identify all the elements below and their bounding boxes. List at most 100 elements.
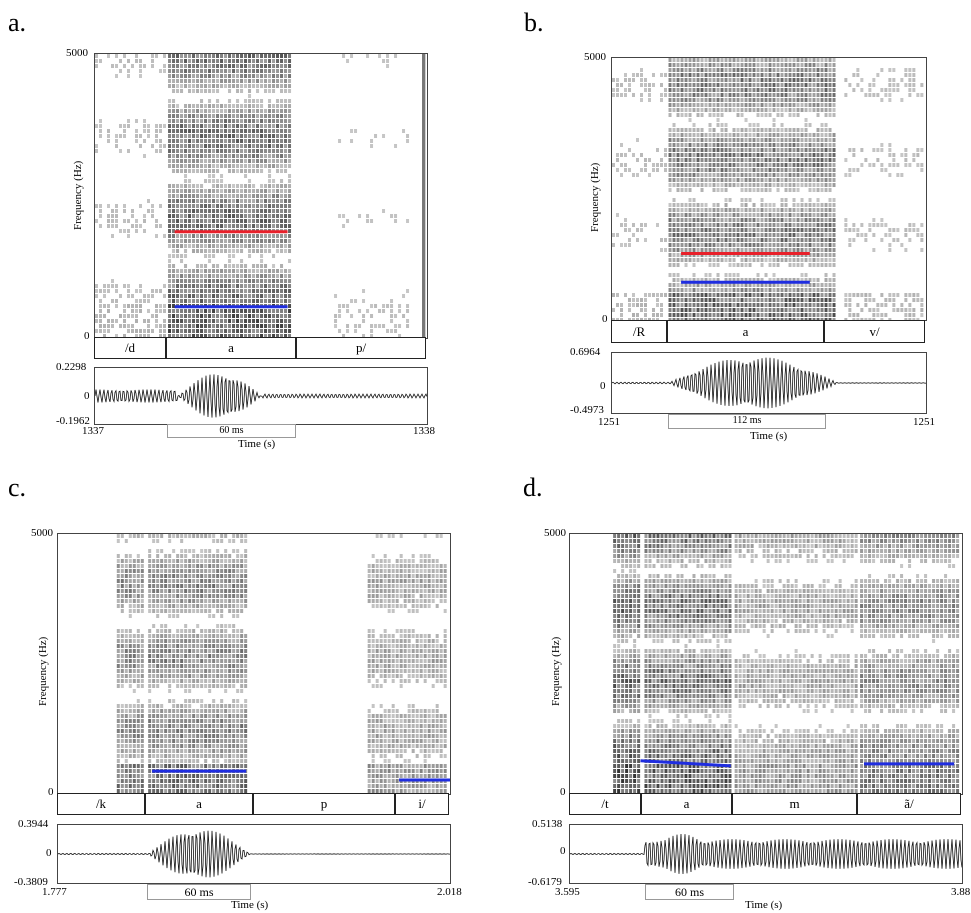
spectrogram-cell: [660, 293, 663, 297]
spectrogram-cell: [760, 248, 764, 252]
spectrogram-cell: [200, 54, 204, 58]
spectrogram-cell: [788, 108, 792, 112]
spectrogram-cell: [800, 153, 804, 157]
spectrogram-cell: [398, 324, 402, 328]
spectrogram-cell: [676, 128, 680, 132]
spectrogram-cell: [180, 149, 184, 153]
spectrogram-cell: [172, 604, 176, 608]
spectrogram-cell: [212, 104, 216, 108]
spectrogram-cell: [152, 719, 156, 723]
spectrogram-cell: [140, 769, 144, 773]
spectrogram-cell: [176, 169, 180, 173]
spectrogram-cell: [684, 58, 688, 62]
spectrogram-cell: [812, 138, 816, 142]
spectrogram-cell: [248, 179, 252, 183]
spectrogram-cell: [288, 244, 292, 248]
spectrogram-cell: [636, 238, 639, 242]
spectrogram-cell: [700, 58, 704, 62]
spectrogram-cell: [792, 308, 796, 312]
spectrogram-cell: [824, 228, 828, 232]
spectrogram-cell: [784, 58, 788, 62]
spectrogram-cell: [272, 69, 276, 73]
spectrogram-cell: [804, 148, 808, 152]
spectrogram-cell: [164, 749, 168, 753]
spectrogram-cell: [868, 93, 872, 97]
spectrogram-cell: [156, 759, 160, 763]
spectrogram-cell: [184, 329, 188, 333]
spectrogram-cell: [228, 244, 232, 248]
spectrogram-cell: [116, 714, 120, 718]
spectrogram-cell: [728, 318, 732, 320]
spectrogram-cell: [780, 283, 784, 287]
spectrogram-cell: [244, 74, 248, 78]
spectrogram-cell: [147, 299, 150, 303]
spectrogram-cell: [668, 78, 672, 82]
spectrogram-cell: [338, 309, 342, 313]
spectrogram-cell: [688, 178, 692, 182]
spectrogram-cell: [812, 298, 816, 302]
spectrogram-cell: [176, 599, 180, 603]
spectrogram-cell: [228, 64, 232, 68]
spectrogram-cell: [672, 248, 676, 252]
spectrogram-cell: [228, 314, 232, 318]
spectrogram-cell: [200, 114, 204, 118]
spectrogram-cell: [788, 228, 792, 232]
spectrogram-cell: [716, 183, 720, 187]
spectrogram-cell: [688, 203, 692, 207]
spectrogram-cell: [812, 208, 816, 212]
spectrogram-cell: [776, 78, 780, 82]
spectrogram-cell: [128, 659, 132, 663]
spectrogram-cell: [200, 269, 204, 273]
spectrogram-cell: [151, 144, 154, 148]
spectrogram-cell: [916, 163, 920, 167]
spectrogram-cell: [156, 709, 160, 713]
spectrogram-cell: [276, 239, 280, 243]
spectrogram-cell: [180, 124, 184, 128]
spectrogram-cell: [188, 199, 192, 203]
spectrogram-cell: [184, 194, 188, 198]
spectrogram-cell: [264, 214, 268, 218]
spectrogram-cell: [236, 84, 240, 88]
spectrogram-cell: [288, 179, 292, 183]
spectrogram-cell: [196, 114, 200, 118]
spectrogram-cell: [760, 88, 764, 92]
spectrogram-cell: [200, 219, 204, 223]
spectrogram-cell: [688, 313, 692, 317]
spectrogram-cell: [256, 264, 260, 268]
spectrogram-cell: [168, 199, 172, 203]
spectrogram-cell: [208, 164, 212, 168]
spectrogram-cell: [740, 93, 744, 97]
spectrogram-cell: [124, 754, 128, 758]
spectrogram-cell: [720, 258, 724, 262]
spectrogram-cell: [172, 299, 176, 303]
spectrogram-cell: [276, 74, 280, 78]
spectrogram-cell: [148, 759, 152, 763]
spectrogram-cell: [132, 574, 136, 578]
spectrogram-cell: [111, 279, 114, 283]
spectrogram-cell: [856, 233, 860, 237]
spectrogram-cell: [820, 158, 824, 162]
spectrogram-cell: [188, 179, 192, 183]
spectrogram-cell: [120, 564, 124, 568]
spectrogram-cell: [732, 158, 736, 162]
spectrogram-cell: [788, 78, 792, 82]
spectrogram-cell: [732, 228, 736, 232]
spectrogram-cell: [772, 168, 776, 172]
spectrogram-cell: [132, 679, 136, 683]
spectrogram-cell: [756, 133, 760, 137]
spectrogram-cell: [916, 148, 920, 152]
spectrogram-cell: [700, 218, 704, 222]
spectrogram-cell: [248, 224, 252, 228]
spectrogram-cell: [338, 314, 342, 318]
spectrogram-cell: [252, 59, 256, 63]
spectrogram-cell: [220, 149, 224, 153]
spectrogram-cell: [136, 634, 140, 638]
spectrogram-cell: [788, 278, 792, 282]
spectrogram-cell: [276, 134, 280, 138]
spectrogram-cell: [656, 168, 659, 172]
spectrogram-cell: [228, 54, 232, 58]
spectrogram-cell: [176, 774, 180, 778]
spectrogram-cell: [204, 134, 208, 138]
spectrogram-cell: [264, 194, 268, 198]
spectrogram-cell: [812, 183, 816, 187]
